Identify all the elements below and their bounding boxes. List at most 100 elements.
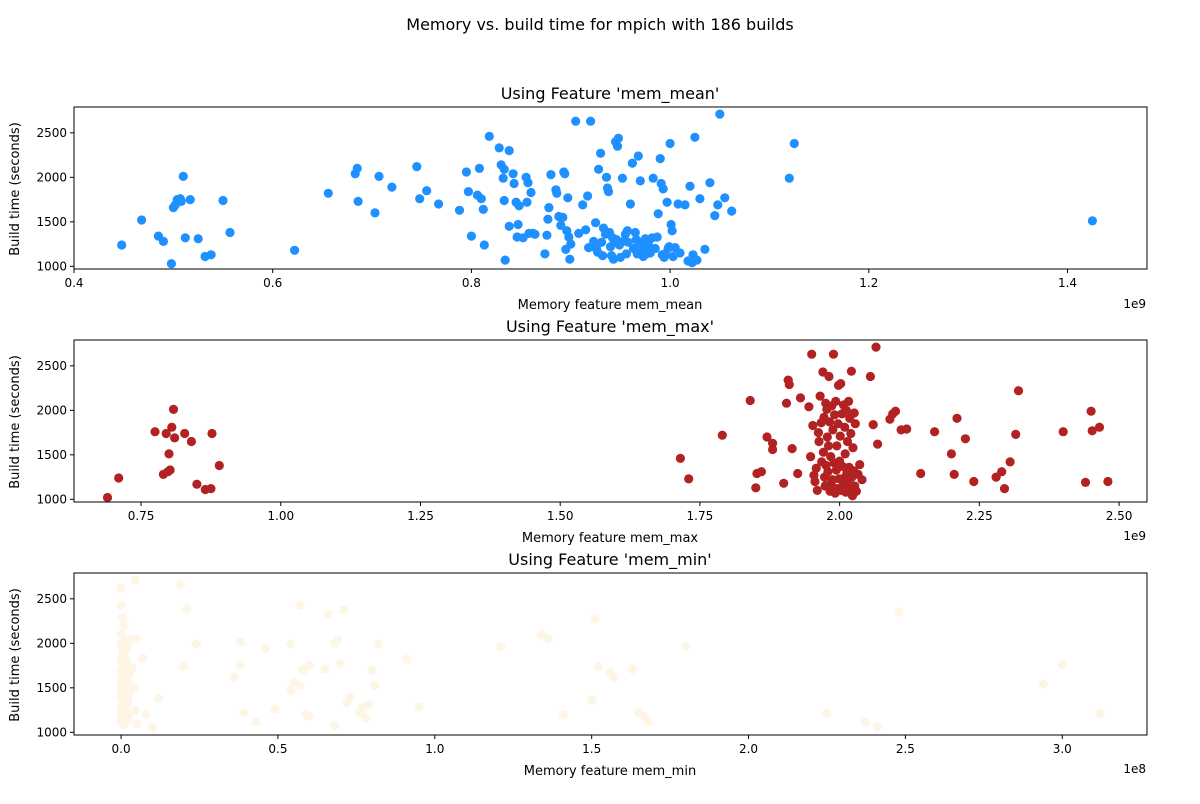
data-point: [563, 193, 573, 203]
data-point: [235, 660, 245, 670]
data-point: [165, 465, 175, 475]
data-point: [621, 249, 632, 259]
data-point: [1103, 476, 1113, 487]
data-point: [235, 637, 245, 648]
y-tick-label: 1000: [36, 725, 67, 739]
data-point: [831, 396, 841, 406]
x-tick-label: 1.75: [687, 509, 714, 523]
data-point: [675, 248, 685, 258]
data-point: [822, 432, 832, 442]
data-point: [815, 391, 825, 401]
data-point: [574, 228, 584, 238]
data-point: [598, 251, 608, 261]
data-point: [352, 163, 362, 173]
x-offset-label: 1e9: [1123, 297, 1146, 311]
data-point: [860, 717, 870, 728]
data-point: [832, 441, 842, 451]
data-point: [751, 483, 761, 493]
data-point: [849, 408, 859, 418]
data-point: [564, 232, 574, 242]
data-point: [415, 194, 425, 204]
data-point: [779, 478, 789, 488]
data-point: [681, 641, 691, 651]
data-point: [578, 200, 588, 210]
data-point: [1086, 406, 1096, 416]
x-tick-label: 1.0: [661, 276, 680, 290]
data-point: [434, 199, 444, 209]
x-tick-label: 0.6: [263, 276, 282, 290]
data-point: [558, 212, 568, 222]
data-point: [787, 444, 797, 454]
data-point: [499, 164, 509, 174]
x-tick-label: 1.5: [582, 742, 601, 756]
data-point: [558, 709, 569, 720]
data-point: [643, 717, 653, 728]
plot-area: 0.0 0.5 1.0 1.5 2.0 2.5 3.0 1000 1500 2000 2500: [36, 572, 1148, 756]
data-point: [871, 342, 881, 352]
data-point: [513, 219, 523, 230]
data-point: [461, 167, 471, 177]
data-point: [762, 432, 772, 442]
data-point: [810, 476, 820, 487]
data-point: [665, 138, 675, 149]
data-point: [720, 193, 730, 203]
data-point: [494, 143, 504, 153]
data-point: [484, 131, 494, 141]
data-point: [635, 176, 645, 186]
data-point: [544, 203, 554, 213]
data-point: [193, 234, 203, 244]
data-point: [260, 644, 270, 654]
data-point: [182, 604, 192, 614]
data-point: [842, 436, 853, 447]
subplot-title: Using Feature 'mem_min': [508, 550, 711, 570]
data-point: [132, 718, 142, 729]
data-point: [685, 181, 695, 191]
data-point: [650, 243, 660, 254]
data-point: [603, 187, 614, 197]
data-point: [207, 428, 217, 439]
x-axis-label: Memory feature mem_mean: [518, 298, 703, 313]
data-point: [662, 197, 672, 207]
data-point: [593, 661, 603, 672]
data-point: [530, 229, 540, 239]
data-point: [591, 218, 601, 228]
data-point: [846, 366, 857, 376]
y-axis-label: Build time (seconds): [8, 588, 23, 722]
data-point: [141, 709, 151, 720]
data-point: [285, 639, 296, 649]
data-point: [387, 182, 397, 192]
data-point: [613, 133, 624, 143]
data-point: [633, 151, 643, 161]
data-point: [608, 254, 619, 264]
data-point: [609, 672, 619, 682]
data-point: [1058, 427, 1068, 437]
data-point: [1057, 660, 1067, 670]
data-point: [612, 141, 623, 151]
data-point: [828, 425, 838, 435]
data-point: [130, 575, 140, 585]
data-point: [154, 693, 164, 704]
x-tick-label: 1.4: [1058, 276, 1077, 290]
data-point: [814, 436, 824, 447]
data-point: [1094, 422, 1105, 432]
data-point: [793, 468, 803, 479]
data-point: [784, 173, 794, 183]
x-tick-label: 0.0: [112, 742, 131, 756]
data-point: [147, 723, 157, 733]
data-point: [540, 249, 550, 259]
data-point: [304, 661, 314, 671]
y-tick-label: 2000: [36, 170, 67, 184]
data-point: [692, 255, 702, 265]
data-point: [499, 195, 509, 206]
data-point: [117, 240, 127, 250]
data-point: [818, 447, 829, 457]
figure-suptitle: Memory vs. build time for mpich with 186…: [406, 15, 793, 34]
data-point: [116, 600, 126, 610]
y-axis-label: Build time (seconds): [8, 355, 23, 489]
x-tick-label: 1.25: [407, 509, 434, 523]
data-point: [225, 227, 235, 238]
x-tick-label: 2.50: [1106, 509, 1133, 523]
data-point: [402, 654, 412, 664]
data-point: [206, 250, 216, 260]
